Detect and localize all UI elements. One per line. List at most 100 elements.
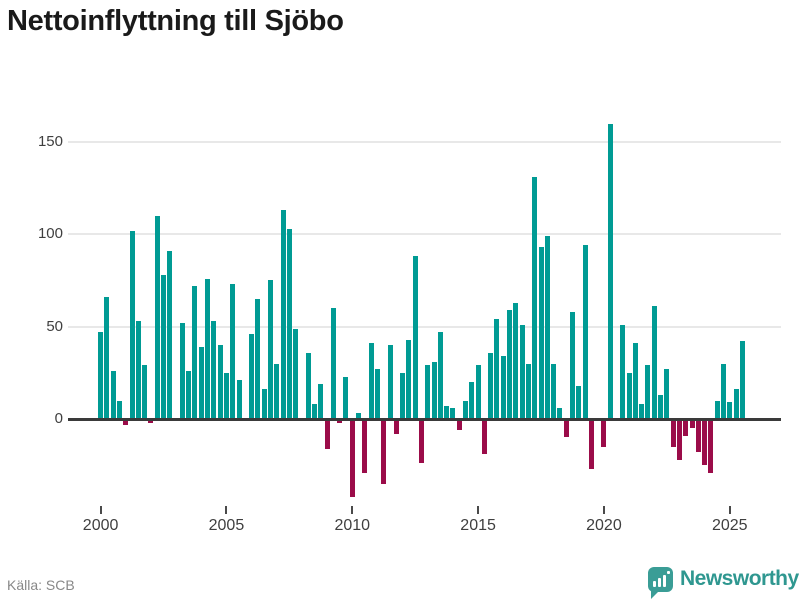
- bar-negative: [349, 419, 355, 497]
- bar-positive: [532, 177, 538, 419]
- x-axis-tick-label: 2005: [208, 517, 245, 534]
- bar-positive: [475, 365, 481, 419]
- bar-positive: [280, 210, 286, 419]
- bar-negative: [123, 419, 129, 425]
- x-axis-tick-label: 2025: [711, 517, 748, 534]
- bar-negative: [324, 419, 330, 449]
- bar-negative: [418, 419, 424, 464]
- bar-positive: [444, 406, 450, 419]
- bar-positive: [727, 402, 733, 419]
- bar-positive: [513, 302, 519, 419]
- newsworthy-logo-icon: [648, 567, 673, 592]
- y-axis-tick-label: 150: [37, 132, 63, 150]
- bar-positive: [98, 332, 104, 419]
- bar-positive: [217, 345, 223, 419]
- bar-negative: [362, 419, 368, 473]
- bar-positive: [211, 321, 217, 419]
- source-note: Källa: SCB: [7, 577, 75, 593]
- bar-positive: [714, 400, 720, 419]
- bar-negative: [689, 419, 695, 429]
- bar-positive: [305, 352, 311, 419]
- x-axis-tick-mark: [602, 506, 605, 514]
- bar-positive: [739, 341, 745, 419]
- bar-positive: [267, 280, 273, 419]
- bar-negative: [702, 419, 708, 466]
- bar-negative: [456, 419, 462, 431]
- gridline: [68, 325, 781, 328]
- bar-positive: [557, 407, 563, 419]
- bar-positive: [179, 322, 185, 419]
- bar-positive: [186, 370, 192, 419]
- bar-negative: [481, 419, 487, 455]
- x-axis-tick-label: 2000: [82, 517, 119, 534]
- bar-positive: [255, 298, 261, 419]
- bar-positive: [192, 286, 198, 419]
- bar-positive: [425, 365, 431, 419]
- bar-negative: [670, 419, 676, 447]
- bar-positive: [576, 385, 582, 419]
- bar-positive: [431, 361, 437, 419]
- bar-positive: [620, 324, 626, 419]
- bar-positive: [645, 365, 651, 419]
- newsworthy-logo-text: Newsworthy: [680, 567, 799, 590]
- bar-positive: [161, 274, 167, 419]
- bar-positive: [312, 404, 318, 419]
- plot-area: 0 50 100 150 2000 2005 2010 2015 2020 2025: [37, 123, 781, 534]
- x-axis-tick-label: 2010: [334, 517, 371, 534]
- bar-positive: [330, 308, 336, 419]
- bar-positive: [569, 311, 575, 419]
- bar-positive: [135, 321, 141, 419]
- bar-positive: [116, 400, 122, 419]
- bar-positive: [632, 343, 638, 419]
- bar-negative: [676, 419, 682, 460]
- bar-positive: [538, 247, 544, 419]
- bar-positive: [607, 123, 613, 419]
- bar-positive: [374, 369, 380, 419]
- bar-positive: [412, 256, 418, 419]
- bar-positive: [469, 382, 475, 419]
- bar-positive: [406, 339, 412, 419]
- bar-positive: [142, 365, 148, 419]
- bar-positive: [733, 389, 739, 419]
- bar-positive: [167, 250, 173, 419]
- bar-positive: [400, 372, 406, 419]
- bar-negative: [683, 419, 689, 436]
- bar-positive: [494, 319, 500, 419]
- newsworthy-logo-tail: [651, 590, 660, 599]
- bar-positive: [387, 345, 393, 419]
- bar-positive: [658, 394, 664, 419]
- bar-positive: [519, 324, 525, 419]
- bar-positive: [129, 230, 135, 419]
- y-axis-tick-label: 0: [54, 410, 63, 427]
- bar-positive: [651, 306, 657, 419]
- bar-positive: [437, 332, 443, 419]
- bar-positive: [507, 310, 513, 419]
- gridline: [68, 140, 781, 143]
- bar-positive: [104, 297, 110, 419]
- chart-title: Nettoinflyttning till Sjöbo: [7, 5, 344, 37]
- bar-negative: [588, 419, 594, 469]
- bar-positive: [154, 215, 160, 419]
- bar-positive: [639, 404, 645, 419]
- bar-positive: [198, 346, 204, 419]
- logo-bar-icon: [658, 578, 661, 587]
- bar-negative: [601, 419, 607, 447]
- gridline: [68, 233, 781, 236]
- bar-positive: [720, 363, 726, 419]
- x-axis-tick-label: 2020: [586, 517, 622, 534]
- logo-bar-icon: [653, 581, 656, 587]
- bar-negative: [381, 419, 387, 484]
- bar-positive: [551, 363, 557, 419]
- logo-dot-icon: [667, 571, 670, 574]
- bar-positive: [205, 278, 211, 419]
- bar-positive: [286, 228, 292, 419]
- y-axis-tick-label: 100: [37, 225, 63, 243]
- bar-positive: [664, 369, 670, 419]
- logo-bar-icon: [663, 575, 666, 587]
- bar-negative: [148, 419, 154, 423]
- bar-positive: [368, 343, 374, 419]
- bar-negative: [695, 419, 701, 453]
- bar-positive: [488, 352, 494, 419]
- zero-baseline: [68, 417, 781, 421]
